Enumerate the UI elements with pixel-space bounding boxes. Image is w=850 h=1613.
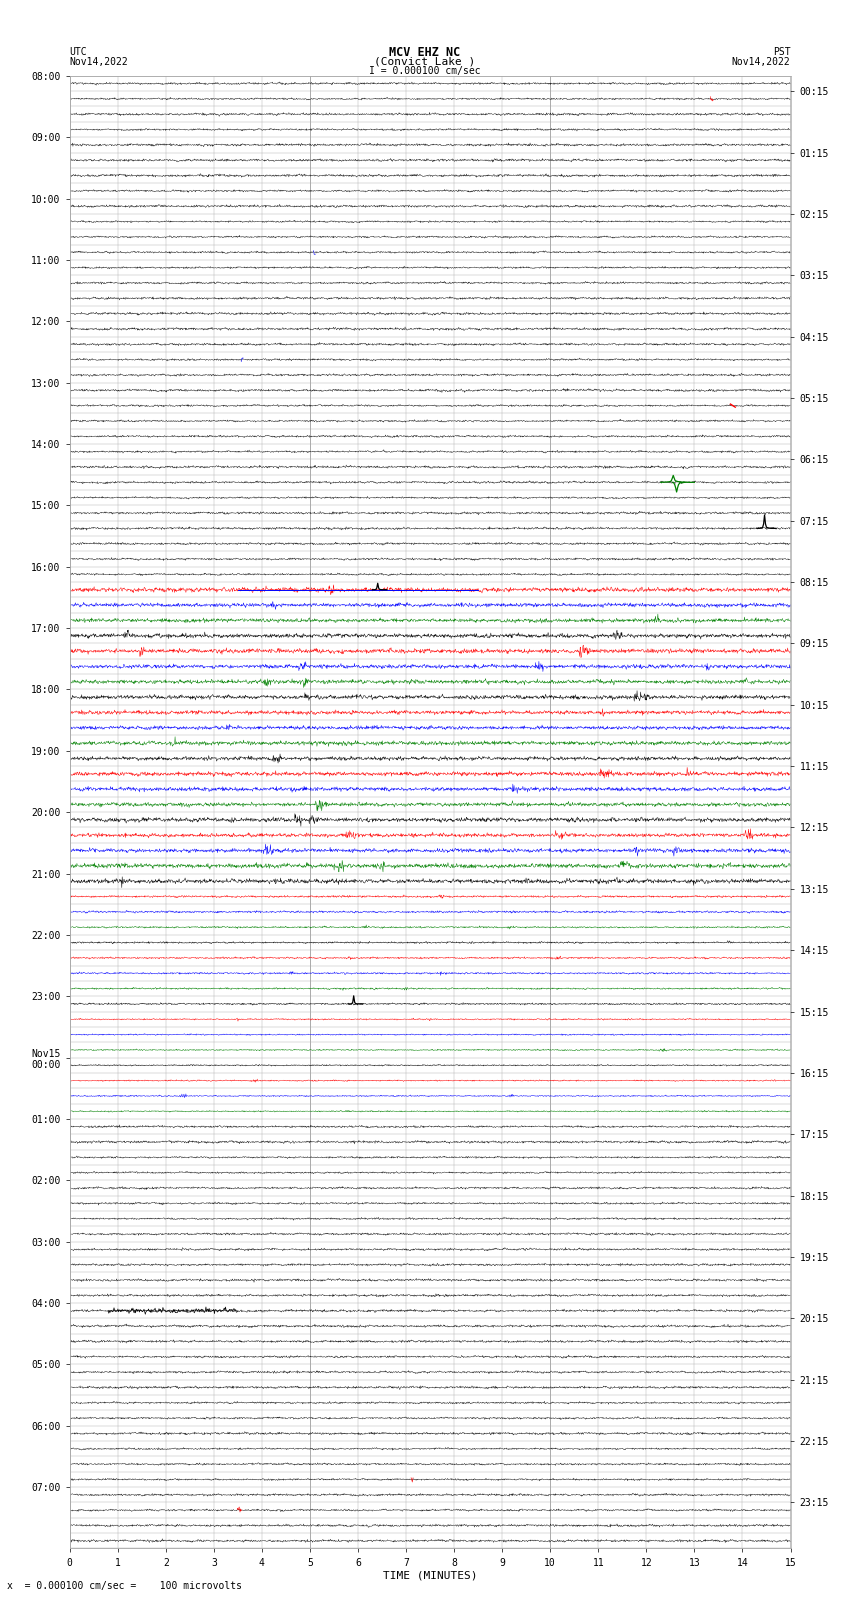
Text: x  = 0.000100 cm/sec =    100 microvolts: x = 0.000100 cm/sec = 100 microvolts — [7, 1581, 241, 1590]
Text: (Convict Lake ): (Convict Lake ) — [374, 56, 476, 66]
Text: UTC: UTC — [70, 47, 88, 58]
Text: Nov14,2022: Nov14,2022 — [70, 56, 128, 66]
Text: PST: PST — [773, 47, 790, 58]
Text: I = 0.000100 cm/sec: I = 0.000100 cm/sec — [369, 66, 481, 76]
Text: Nov14,2022: Nov14,2022 — [732, 56, 791, 66]
X-axis label: TIME (MINUTES): TIME (MINUTES) — [382, 1571, 478, 1581]
Text: MCV EHZ NC: MCV EHZ NC — [389, 45, 461, 60]
